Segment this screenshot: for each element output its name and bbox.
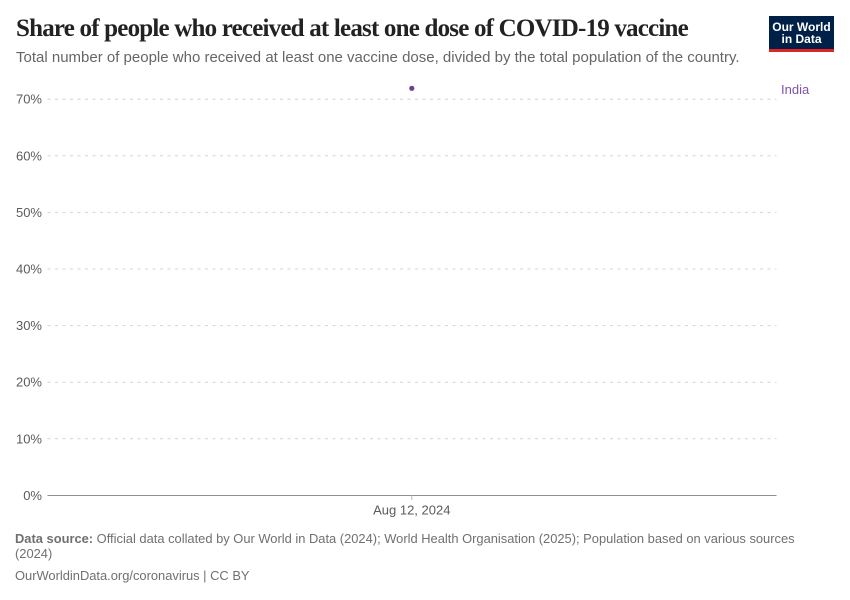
svg-text:Aug 12, 2024: Aug 12, 2024 (373, 503, 450, 518)
svg-text:30%: 30% (16, 318, 42, 333)
svg-text:40%: 40% (16, 262, 42, 277)
svg-text:0%: 0% (23, 488, 42, 503)
svg-text:10%: 10% (16, 431, 42, 446)
svg-text:50%: 50% (16, 205, 42, 220)
svg-text:20%: 20% (16, 375, 42, 390)
svg-text:60%: 60% (16, 148, 42, 163)
svg-text:70%: 70% (16, 92, 42, 107)
